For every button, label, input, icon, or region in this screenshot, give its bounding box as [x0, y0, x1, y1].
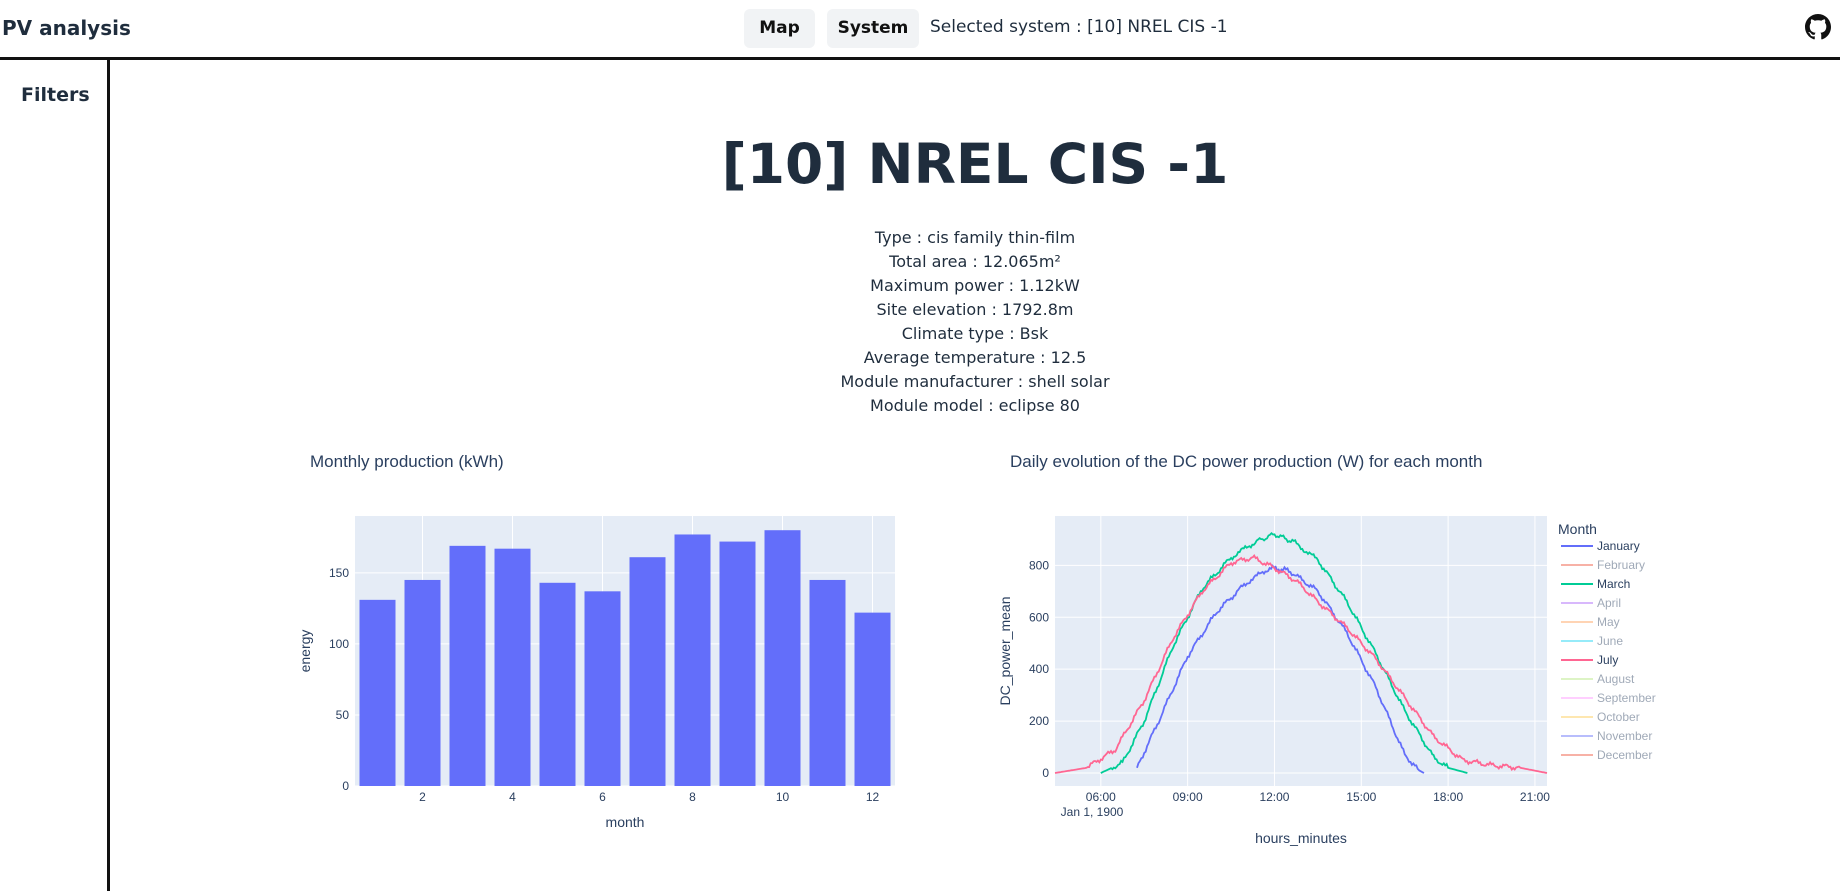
y-tick-label: 400	[1029, 662, 1049, 676]
x-tick-label: 06:00	[1086, 790, 1116, 804]
legend-item-october[interactable]: October	[1561, 710, 1640, 724]
x-tick-label: 12:00	[1259, 790, 1289, 804]
legend-item-may[interactable]: May	[1561, 615, 1620, 629]
y-tick-label: 200	[1029, 714, 1049, 728]
line-chart-title: Daily evolution of the DC power producti…	[1010, 452, 1483, 471]
x-tick-label: 09:00	[1173, 790, 1203, 804]
info-climate-type: Climate type : Bsk	[901, 324, 1049, 343]
legend-item-december[interactable]: December	[1561, 748, 1652, 762]
legend-item-march[interactable]: March	[1561, 577, 1630, 591]
y-axis-label: energy	[297, 630, 313, 673]
bar[interactable]	[629, 557, 666, 786]
info-total-area: Total area : 12.065m²	[889, 252, 1061, 271]
filters-sidebar: Filters	[0, 60, 110, 891]
y-tick-label: 150	[329, 566, 349, 580]
bar[interactable]	[719, 541, 756, 786]
bar[interactable]	[404, 579, 441, 786]
bar[interactable]	[809, 579, 846, 786]
y-axis-label: DC_power_mean	[997, 597, 1013, 706]
bar[interactable]	[674, 534, 711, 786]
legend-item-february[interactable]: February	[1561, 558, 1645, 572]
info-type: Type : cis family thin-film	[874, 228, 1076, 247]
legend-item-january[interactable]: January	[1561, 539, 1640, 553]
x-sub-label: Jan 1, 1900	[1061, 805, 1124, 819]
plot-area	[355, 516, 895, 786]
legend-item-june[interactable]: June	[1561, 634, 1623, 648]
system-title: [10] NREL CIS -1	[721, 132, 1229, 196]
legend-item-april[interactable]: April	[1561, 596, 1621, 610]
x-tick-label: 4	[509, 790, 516, 804]
bar[interactable]	[854, 612, 891, 786]
bar[interactable]	[764, 530, 801, 786]
legend-item-july[interactable]: July	[1561, 653, 1618, 667]
y-tick-label: 0	[342, 779, 349, 793]
legend-label: March	[1597, 577, 1630, 591]
legend-item-september[interactable]: September	[1561, 691, 1656, 705]
bar[interactable]	[449, 545, 486, 786]
system-info: Type : cis family thin-film Total area :…	[110, 226, 1840, 418]
legend-label: April	[1597, 596, 1621, 610]
app-title[interactable]: PV analysis	[2, 16, 131, 40]
filters-heading[interactable]: Filters	[21, 84, 90, 106]
x-tick-label: 8	[689, 790, 696, 804]
system-button[interactable]: System	[827, 9, 919, 48]
legend-title: Month	[1558, 521, 1597, 537]
y-tick-label: 800	[1029, 558, 1049, 572]
legend-label: June	[1597, 634, 1623, 648]
plot-area	[1055, 516, 1547, 786]
x-axis-label: hours_minutes	[1255, 830, 1347, 846]
legend-label: January	[1597, 539, 1640, 553]
x-tick-label: 18:00	[1433, 790, 1463, 804]
map-button[interactable]: Map	[744, 9, 815, 48]
bar[interactable]	[539, 582, 576, 786]
info-site-elevation: Site elevation : 1792.8m	[876, 300, 1074, 319]
legend-item-august[interactable]: August	[1561, 672, 1635, 686]
bar[interactable]	[584, 591, 621, 786]
github-icon[interactable]	[1805, 14, 1831, 40]
daily-power-chart[interactable]: 06:00 09:00 12:00 15:00 18:00 21:00 0 200 400 60…	[980, 505, 1680, 865]
bar-chart-title: Monthly production (kWh)	[310, 452, 504, 471]
info-maximum-power: Maximum power : 1.12kW	[870, 276, 1080, 295]
bar[interactable]	[494, 548, 531, 786]
y-tick-label: 50	[336, 708, 350, 722]
y-tick-label: 0	[1042, 766, 1049, 780]
info-module-manufacturer: Module manufacturer : shell solar	[840, 372, 1110, 391]
y-tick-label: 100	[329, 637, 349, 651]
selected-system-label: Selected system : [10] NREL CIS -1	[930, 17, 1228, 37]
top-navbar: PV analysis Map System Selected system :…	[0, 0, 1840, 60]
x-tick-label: 6	[599, 790, 606, 804]
info-module-model: Module model : eclipse 80	[870, 396, 1080, 415]
x-tick-label: 2	[419, 790, 426, 804]
monthly-production-chart[interactable]: 2 4 6 8 10 12 0 50 100 150 month energy	[280, 505, 920, 845]
x-tick-label: 21:00	[1520, 790, 1550, 804]
x-axis-label: month	[606, 814, 645, 830]
series-line-july[interactable]	[1054, 554, 1548, 774]
x-tick-label: 10	[776, 790, 790, 804]
bar[interactable]	[359, 599, 396, 786]
y-tick-label: 600	[1029, 610, 1049, 624]
legend-label: May	[1597, 615, 1620, 629]
info-average-temperature: Average temperature : 12.5	[863, 348, 1087, 367]
series-line-march[interactable]	[1100, 531, 1468, 774]
x-tick-label: 12	[866, 790, 880, 804]
legend-label: November	[1597, 729, 1652, 743]
legend-label: August	[1597, 672, 1635, 686]
legend-item-november[interactable]: November	[1561, 729, 1652, 743]
legend-label: December	[1597, 748, 1652, 762]
legend-label: September	[1597, 691, 1656, 705]
x-tick-label: 15:00	[1346, 790, 1376, 804]
legend-label: July	[1597, 653, 1618, 667]
legend-label: February	[1597, 558, 1645, 572]
legend-label: October	[1597, 710, 1640, 724]
